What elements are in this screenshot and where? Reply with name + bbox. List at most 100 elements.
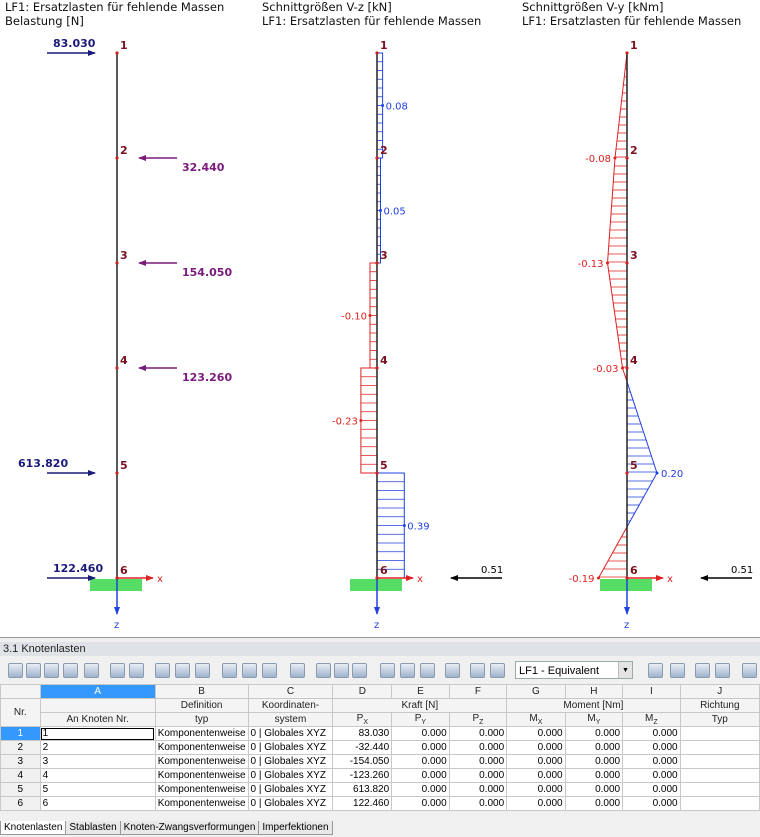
cell[interactable]: 0.000 xyxy=(391,768,450,783)
toolbar-button[interactable] xyxy=(334,663,349,678)
cell[interactable]: 0.000 xyxy=(564,740,624,755)
toolbar-button[interactable] xyxy=(195,663,210,678)
cell[interactable]: Komponentenweise xyxy=(154,782,249,797)
cell[interactable]: 0.000 xyxy=(448,726,508,741)
toolbar-button[interactable] xyxy=(110,663,125,678)
cell[interactable]: 6 xyxy=(39,796,156,811)
toolbar-button[interactable] xyxy=(648,663,663,678)
toolbar-button[interactable] xyxy=(63,663,78,678)
cell[interactable]: 0.000 xyxy=(506,726,566,741)
data-row[interactable]: 6 6 Komponentenweise 0 | Globales XYZ 122.46… xyxy=(0,796,760,811)
cell[interactable]: 0.000 xyxy=(506,754,566,769)
toolbar-button[interactable] xyxy=(44,663,59,678)
cell[interactable]: -123.260 xyxy=(332,768,393,783)
cell[interactable]: 0.000 xyxy=(506,782,566,797)
cell[interactable]: 83.030 xyxy=(332,726,393,741)
tab[interactable]: Knotenlasten xyxy=(0,821,67,835)
cell[interactable]: 0.000 xyxy=(391,726,450,741)
cell[interactable]: Komponentenweise xyxy=(154,726,249,741)
cell[interactable] xyxy=(679,768,760,783)
cell[interactable]: 0.000 xyxy=(448,740,508,755)
toolbar-button[interactable] xyxy=(352,663,367,678)
toolbar-button[interactable] xyxy=(695,663,710,678)
cell[interactable]: 0.000 xyxy=(448,782,508,797)
cell[interactable]: 0.000 xyxy=(622,796,681,811)
cell[interactable]: 5 xyxy=(39,782,156,797)
cell[interactable]: 0.000 xyxy=(622,740,681,755)
cell[interactable]: 0.000 xyxy=(506,740,566,755)
toolbar-button[interactable] xyxy=(445,663,460,678)
cell[interactable]: 0.000 xyxy=(622,768,681,783)
tab[interactable]: Stablasten xyxy=(65,821,121,835)
cell[interactable]: 0.000 xyxy=(448,754,508,769)
cell[interactable]: 0 | Globales XYZ xyxy=(247,796,334,811)
cell[interactable]: 0.000 xyxy=(391,740,450,755)
cell[interactable]: 0.000 xyxy=(564,782,624,797)
cell[interactable]: Komponentenweise xyxy=(154,796,249,811)
cell[interactable] xyxy=(679,796,760,811)
cell[interactable]: 1 xyxy=(39,726,156,741)
cell[interactable]: 0.000 xyxy=(448,796,508,811)
cell[interactable]: Komponentenweise xyxy=(154,768,249,783)
toolbar-button[interactable] xyxy=(8,663,23,678)
cell[interactable]: 4 xyxy=(39,768,156,783)
cell[interactable]: 0 | Globales XYZ xyxy=(247,782,334,797)
tab[interactable]: Imperfektionen xyxy=(258,821,333,835)
cell[interactable]: 613.820 xyxy=(332,782,393,797)
cell[interactable]: -154.050 xyxy=(332,754,393,769)
cell[interactable]: 0.000 xyxy=(391,796,450,811)
cell[interactable]: -32.440 xyxy=(332,740,393,755)
cell[interactable] xyxy=(679,782,760,797)
toolbar-button[interactable] xyxy=(84,663,99,678)
toolbar-button[interactable] xyxy=(129,663,144,678)
cell[interactable]: 0.000 xyxy=(622,754,681,769)
toolbar-button[interactable] xyxy=(670,663,685,678)
toolbar-button[interactable] xyxy=(400,663,415,678)
cell[interactable]: 0.000 xyxy=(622,782,681,797)
cell[interactable]: 0.000 xyxy=(391,754,450,769)
cell[interactable]: 0.000 xyxy=(448,768,508,783)
toolbar-button[interactable] xyxy=(470,663,485,678)
cell[interactable]: 0.000 xyxy=(391,782,450,797)
cell[interactable]: Komponentenweise xyxy=(154,754,249,769)
cell[interactable]: 0 | Globales XYZ xyxy=(247,726,334,741)
toolbar-button[interactable] xyxy=(316,663,331,678)
cell[interactable]: 0 | Globales XYZ xyxy=(247,754,334,769)
toolbar-button[interactable] xyxy=(242,663,257,678)
toolbar-button[interactable] xyxy=(380,663,395,678)
dropdown-arrow[interactable]: ▼ xyxy=(618,662,632,678)
cell[interactable]: 0.000 xyxy=(622,726,681,741)
toolbar-button[interactable] xyxy=(262,663,277,678)
toolbar-button[interactable] xyxy=(742,663,757,678)
cell[interactable]: 0.000 xyxy=(564,726,624,741)
cell[interactable]: 0.000 xyxy=(564,768,624,783)
toolbar-button[interactable] xyxy=(290,663,305,678)
cell[interactable]: 0.000 xyxy=(506,796,566,811)
toolbar-button[interactable] xyxy=(155,663,170,678)
toolbar-button[interactable] xyxy=(175,663,190,678)
cell[interactable]: 0.000 xyxy=(564,754,624,769)
cell[interactable]: 0.000 xyxy=(506,768,566,783)
data-row[interactable]: 5 5 Komponentenweise 0 | Globales XYZ 613.82… xyxy=(0,782,760,797)
cell[interactable]: 3 xyxy=(39,754,156,769)
cell[interactable] xyxy=(679,740,760,755)
cell[interactable] xyxy=(679,726,760,741)
tab[interactable]: Knoten-Zwangsverformungen xyxy=(119,821,260,835)
cell[interactable] xyxy=(679,754,760,769)
toolbar-button[interactable] xyxy=(420,663,435,678)
data-row[interactable]: 1 1 Komponentenweise 0 | Globales XYZ 83.030… xyxy=(0,726,760,741)
toolbar-button[interactable] xyxy=(715,663,730,678)
toolbar-button[interactable] xyxy=(26,663,41,678)
cell[interactable]: 2 xyxy=(39,740,156,755)
load-case-select[interactable]: LF1 - Equivalent Loads▼ xyxy=(515,661,633,695)
cell[interactable]: Komponentenweise xyxy=(154,740,249,755)
toolbar-button[interactable] xyxy=(222,663,237,678)
toolbar-button[interactable] xyxy=(490,663,505,678)
cell[interactable]: 0 | Globales XYZ xyxy=(247,740,334,755)
data-row[interactable]: 4 4 Komponentenweise 0 | Globales XYZ -123.2… xyxy=(0,768,760,783)
data-row[interactable]: 3 3 Komponentenweise 0 | Globales XYZ -154.0… xyxy=(0,754,760,769)
cell[interactable]: 0.000 xyxy=(564,796,624,811)
data-row[interactable]: 2 2 Komponentenweise 0 | Globales XYZ -32.44… xyxy=(0,740,760,755)
cell[interactable]: 0 | Globales XYZ xyxy=(247,768,334,783)
cell[interactable]: 122.460 xyxy=(332,796,393,811)
